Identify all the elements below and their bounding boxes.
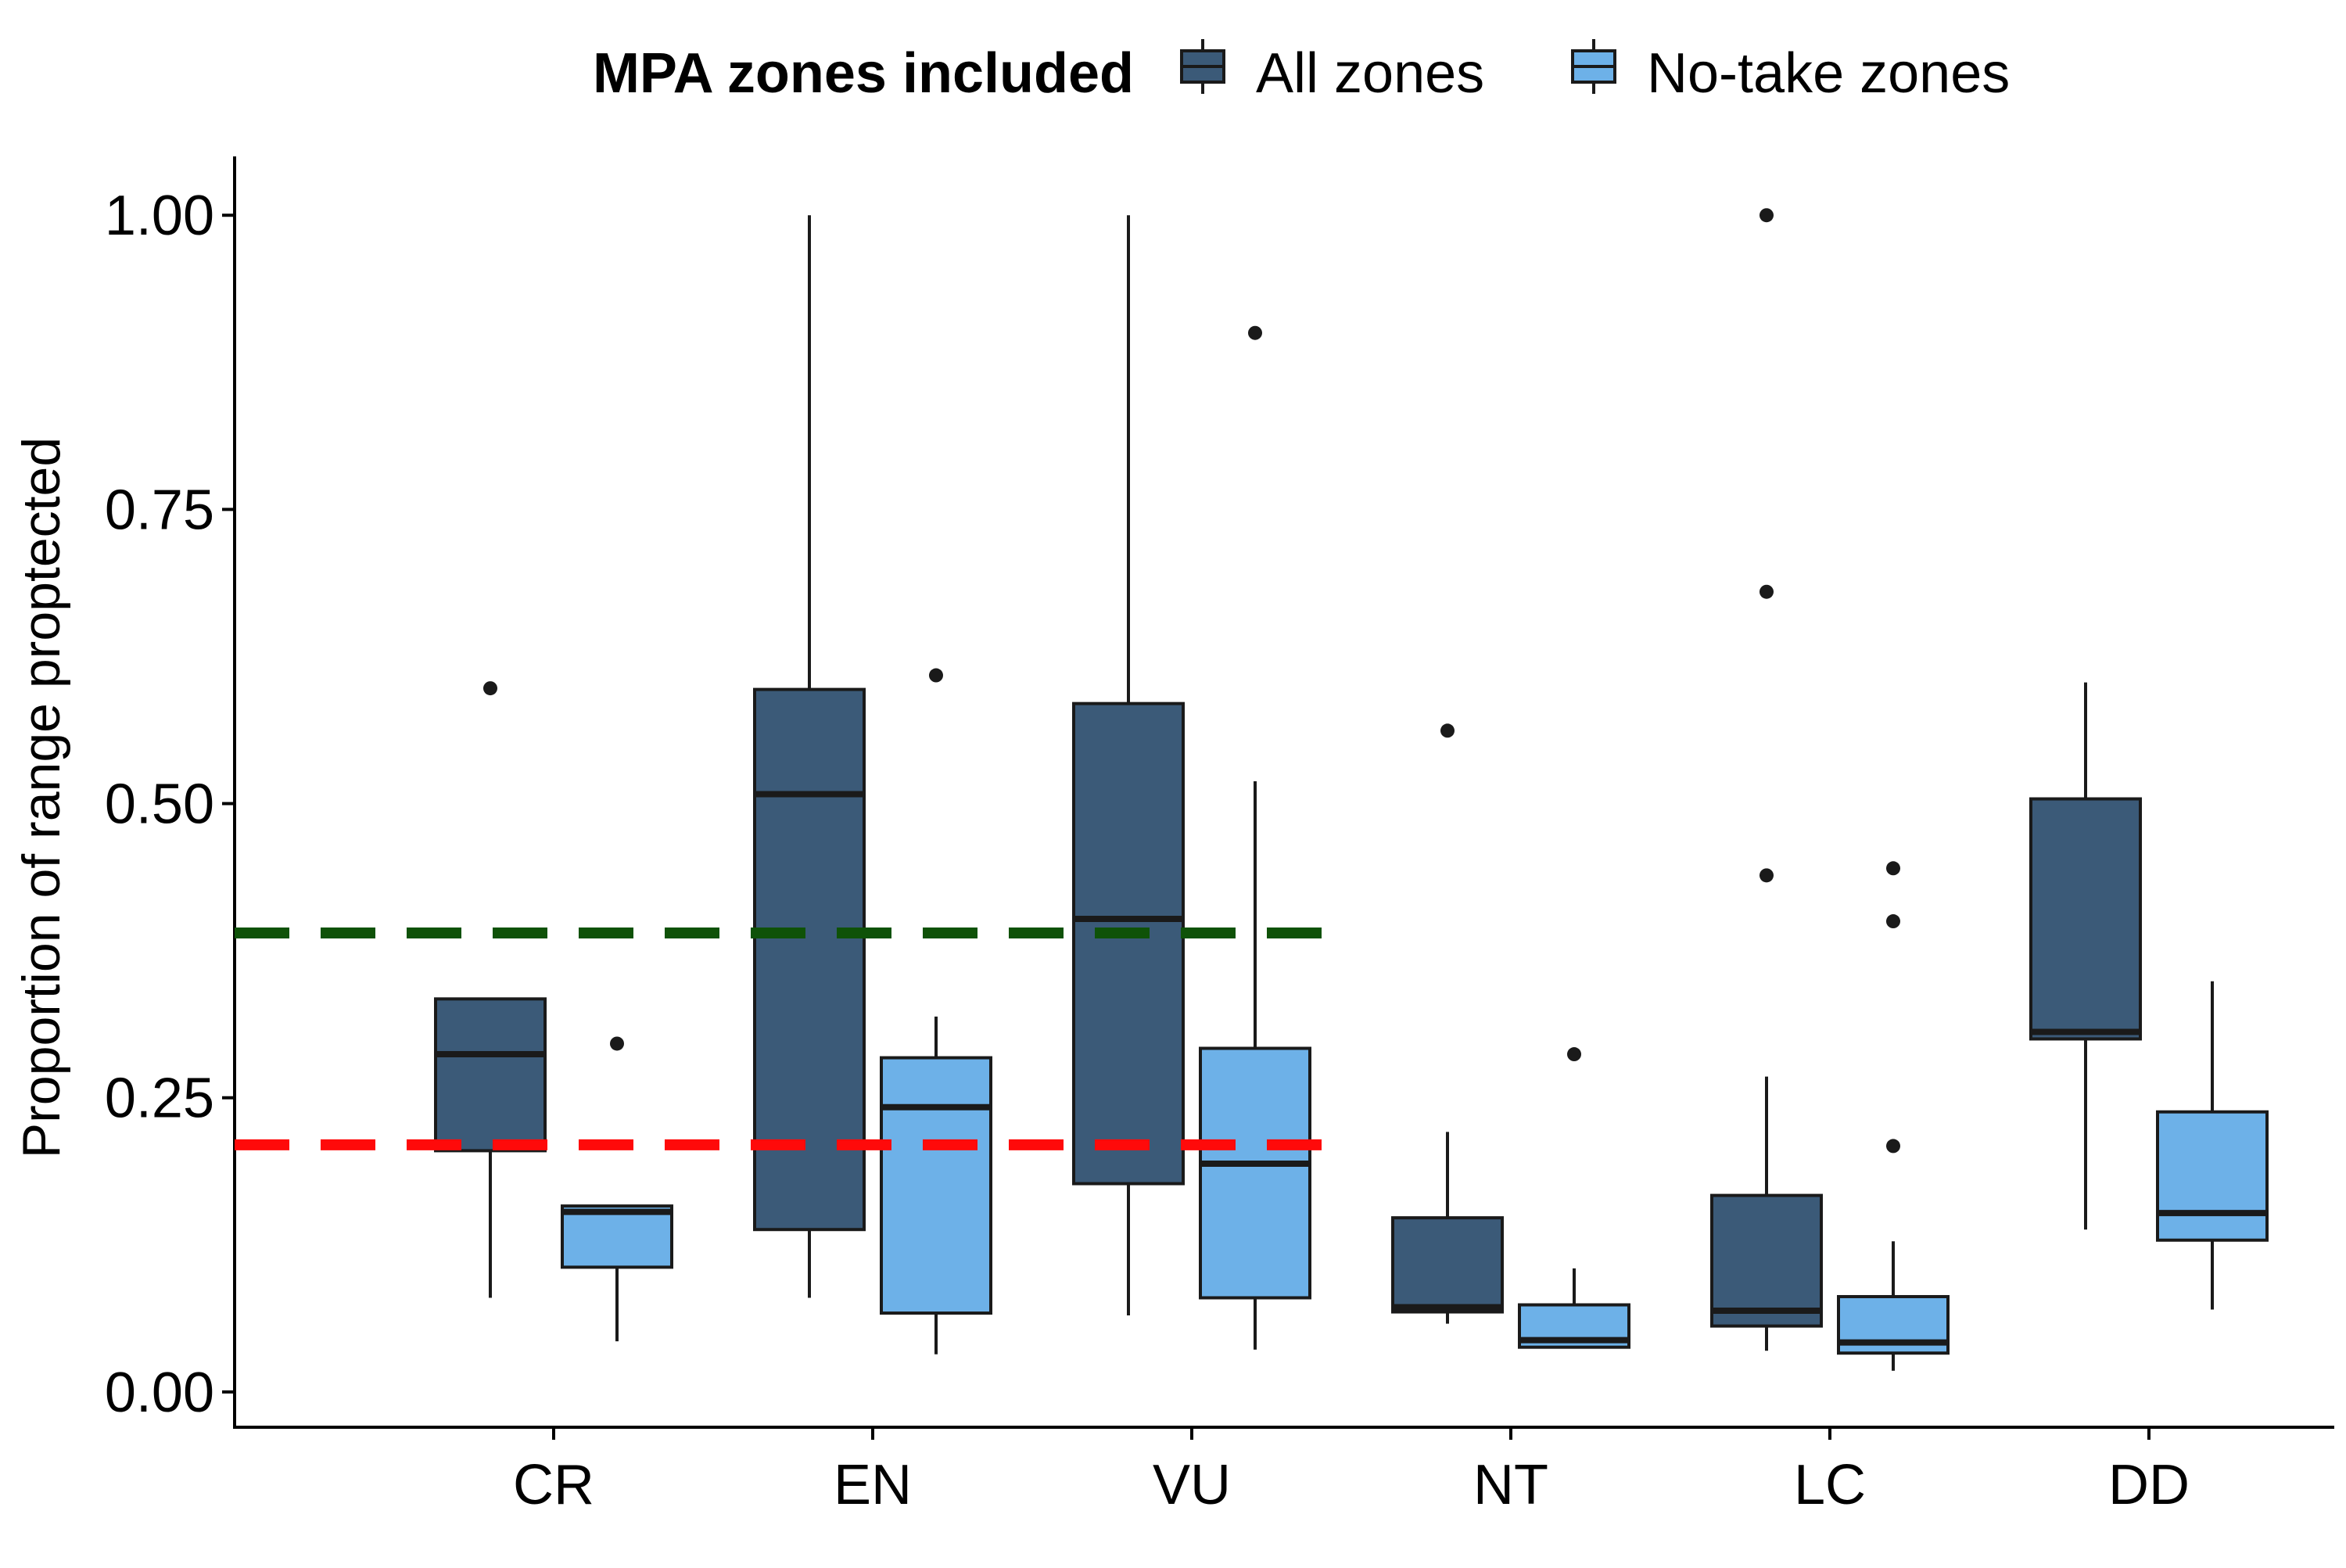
x-tick-label-nt: NT	[1473, 1454, 1548, 1516]
outlier-point	[1567, 1047, 1581, 1062]
x-tick-label-lc: LC	[1794, 1454, 1866, 1516]
y-tick-label: 0.75	[105, 479, 214, 541]
outlier-point	[929, 668, 943, 683]
box-body	[1391, 1216, 1504, 1314]
y-tick-label: 0.25	[105, 1067, 214, 1130]
y-tick-label: 0.00	[105, 1362, 214, 1424]
legend-item-all-zones: All zones	[1180, 39, 1484, 105]
box-body	[1710, 1193, 1823, 1328]
box-no-take-zones-vu	[1199, 325, 1311, 1350]
box-all-zones-vu	[1072, 215, 1185, 1316]
outlier-point	[1886, 914, 1900, 929]
box-body	[1199, 1046, 1311, 1300]
box-body	[561, 1204, 673, 1269]
y-tick-label: 1.00	[105, 185, 214, 247]
legend-key-all-zones	[1180, 39, 1225, 94]
box-no-take-zones-cr	[561, 1036, 673, 1342]
outlier-point	[1886, 1139, 1900, 1154]
x-tick-label-dd: DD	[2108, 1454, 2190, 1516]
y-axis-title: Proportion of range proptected	[12, 437, 71, 1158]
legend-label-all-zones: All zones	[1256, 42, 1484, 105]
box-no-take-zones-dd	[2156, 981, 2269, 1310]
box-no-take-zones-nt	[1518, 1047, 1630, 1349]
box-all-zones-en	[753, 215, 866, 1298]
box-body	[1072, 701, 1185, 1186]
box-all-zones-dd	[2029, 682, 2142, 1230]
box-body	[2156, 1110, 2269, 1242]
outlier-point	[610, 1036, 624, 1051]
y-tick-label: 0.50	[105, 773, 214, 836]
box-body	[434, 997, 547, 1153]
legend-title: MPA zones included	[593, 42, 1134, 105]
box-body	[2029, 797, 2142, 1041]
box-all-zones-nt	[1391, 723, 1504, 1324]
outlier-point	[1760, 584, 1774, 599]
outlier-point	[1760, 208, 1774, 223]
legend-key-no-take-zones	[1571, 39, 1616, 94]
x-tick-label-en: EN	[834, 1454, 912, 1516]
box-body	[880, 1056, 992, 1315]
legend-item-no-take-zones: No-take zones	[1571, 39, 2010, 105]
outlier-point	[483, 681, 497, 696]
outlier-point	[1248, 325, 1262, 340]
box-no-take-zones-lc	[1837, 861, 1950, 1371]
legend: MPA zones included All zones No-take zon…	[593, 39, 2010, 105]
box-no-take-zones-en	[880, 668, 992, 1355]
box-all-zones-lc	[1710, 208, 1823, 1351]
x-tick-label-cr: CR	[513, 1454, 594, 1516]
legend-label-no-take-zones: No-take zones	[1647, 42, 2010, 105]
x-tick-label-vu: VU	[1153, 1454, 1231, 1516]
outlier-point	[1440, 723, 1455, 738]
plot-area: 0.00 0.25 0.50 0.75 1.00 CR EN VU NT LC DD	[105, 156, 2334, 1516]
outlier-point	[1760, 868, 1774, 883]
box-all-zones-cr	[434, 681, 547, 1298]
outlier-point	[1886, 861, 1900, 876]
